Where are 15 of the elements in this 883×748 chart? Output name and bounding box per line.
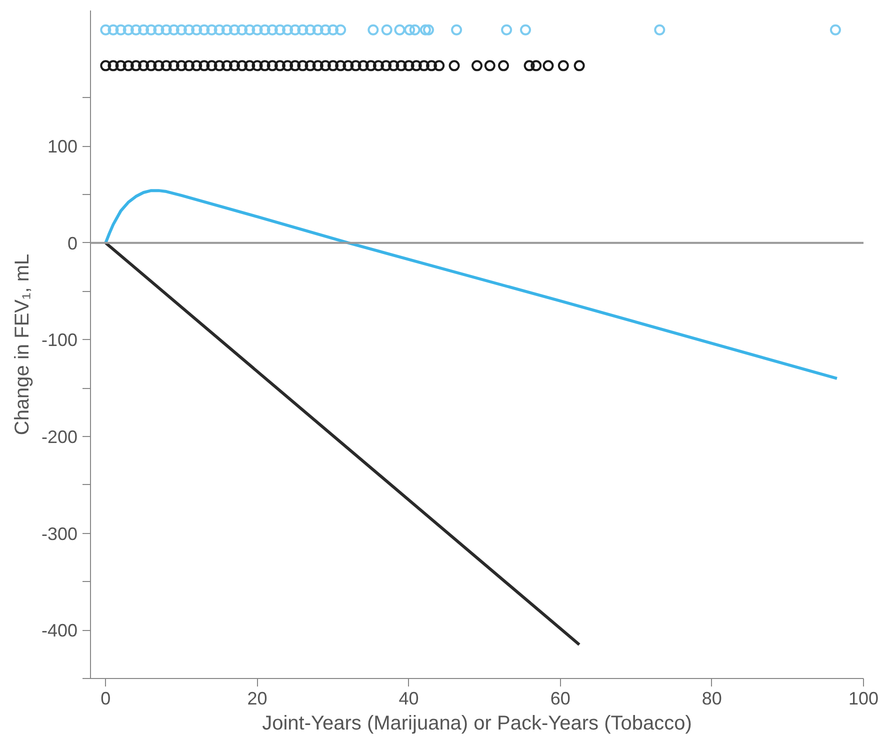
x-axis-title: Joint-Years (Marijuana) or Pack-Years (Tobacco) [262, 712, 692, 734]
y-tick-label: -400 [41, 620, 78, 641]
x-tick-label: 20 [247, 688, 268, 708]
y-tick-label: -300 [41, 524, 78, 544]
y-tick-label: 0 [67, 233, 78, 254]
y-tick-label: -100 [41, 330, 78, 350]
x-tick-label: 100 [848, 688, 879, 708]
x-tick-label: 80 [702, 688, 722, 708]
x-tick-label: 0 [100, 688, 111, 708]
y-axis-title: Change in FEV₁, mL [11, 254, 34, 436]
y-tick-label: -200 [41, 426, 78, 447]
y-tick-label: 100 [47, 136, 78, 157]
line-series [104, 189, 838, 380]
x-tick-label: 60 [550, 688, 570, 708]
x-tick-label: 40 [398, 688, 419, 708]
